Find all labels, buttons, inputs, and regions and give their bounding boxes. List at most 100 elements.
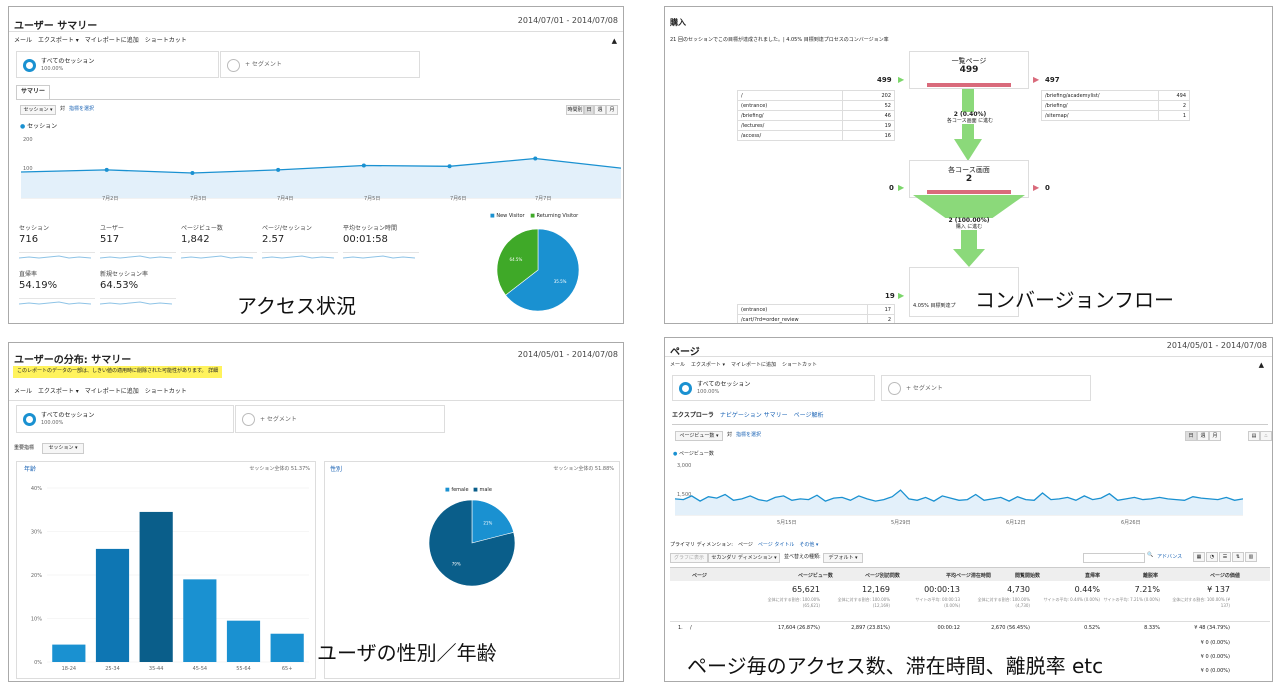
tab-page-analytics[interactable]: ページ解析 bbox=[793, 412, 824, 419]
data-view-icon[interactable]: ▦ bbox=[1193, 552, 1205, 562]
secondary-dimension-select[interactable]: セカンダリ ディメンション ▾ bbox=[708, 553, 780, 563]
bar-55-64[interactable] bbox=[226, 620, 261, 662]
col-page[interactable]: ページ bbox=[692, 573, 707, 579]
data-point[interactable] bbox=[533, 156, 538, 161]
funnel-step-list-page[interactable]: 一覧ページ 499 bbox=[909, 51, 1029, 89]
col-pageviews[interactable]: ページビュー数 bbox=[798, 573, 833, 579]
period-day[interactable]: 日 bbox=[584, 105, 594, 115]
pivot-view-icon[interactable]: ▥ bbox=[1245, 552, 1257, 562]
bar-25-34[interactable] bbox=[95, 548, 130, 662]
email-button[interactable]: メール bbox=[14, 388, 33, 395]
dimension-page[interactable]: ページ bbox=[737, 542, 753, 548]
metric-select[interactable]: セッション ▾ bbox=[20, 105, 56, 115]
data-point[interactable] bbox=[361, 163, 366, 168]
funnel-step-purchase[interactable]: 4.05% 目標到達プ bbox=[909, 267, 1019, 317]
age-title[interactable]: 年齢 bbox=[24, 466, 37, 473]
table-row[interactable]: /sitemap/1 bbox=[1041, 110, 1191, 121]
add-segment-button[interactable]: + セグメント bbox=[235, 405, 445, 433]
table-row[interactable]: /lectures/19 bbox=[737, 120, 896, 131]
add-to-dashboard-button[interactable]: マイレポートに追加 bbox=[84, 37, 139, 44]
table-row[interactable]: /202 bbox=[737, 90, 896, 101]
tab-summary[interactable]: サマリー bbox=[16, 85, 51, 99]
pie-slice-returning-visitor[interactable] bbox=[497, 229, 539, 296]
chart-type-icon[interactable]: ▤ bbox=[1248, 431, 1260, 441]
col-avg-time[interactable]: 平均ページ滞在時間 bbox=[946, 573, 991, 579]
period-week[interactable]: 週 bbox=[1197, 431, 1209, 441]
metric-2[interactable]: ページビュー数 1,842 bbox=[180, 223, 257, 259]
col-exit-rate[interactable]: 離脱率 bbox=[1143, 573, 1159, 579]
performance-view-icon[interactable]: ☰ bbox=[1219, 552, 1231, 562]
segment-all-sessions[interactable]: すべてのセッション 100.00% bbox=[16, 405, 234, 433]
email-button[interactable]: メール bbox=[670, 362, 686, 368]
segment-all-sessions[interactable]: すべてのセッション 100.00% bbox=[16, 51, 219, 78]
dimension-other[interactable]: その他 ▾ bbox=[799, 542, 819, 548]
metric-0[interactable]: セッション 716 bbox=[18, 223, 95, 259]
date-range[interactable]: 2014/05/01 - 2014/07/08 bbox=[1166, 341, 1267, 350]
pie-slice-new-visitor[interactable] bbox=[505, 229, 580, 312]
table-row[interactable]: (entrance) 52 bbox=[737, 100, 896, 111]
metric-4[interactable]: 平均セッション時間 00:01:58 bbox=[342, 223, 419, 259]
email-button[interactable]: メール bbox=[14, 37, 33, 44]
data-point[interactable] bbox=[447, 164, 452, 169]
col-unique-pageviews[interactable]: ページ別訪問数 bbox=[865, 573, 900, 579]
table-row[interactable]: /briefing/academylist/494 bbox=[1041, 90, 1191, 101]
table-search-input[interactable] bbox=[1083, 553, 1145, 563]
period-month[interactable]: 月 bbox=[606, 105, 618, 115]
export-button[interactable]: エクスポート ▾ bbox=[691, 362, 725, 368]
export-button[interactable]: エクスポート ▾ bbox=[38, 37, 79, 44]
bar-35-44[interactable] bbox=[139, 511, 173, 662]
shortcut-button[interactable]: ショートカット bbox=[144, 388, 187, 395]
table-row[interactable]: /cart/?rd=order_review 2 bbox=[736, 314, 895, 323]
add-to-dashboard-button[interactable]: マイレポートに追加 bbox=[84, 388, 139, 395]
period-month[interactable]: 月 bbox=[1209, 431, 1221, 441]
shortcut-button[interactable]: ショートカット bbox=[781, 362, 817, 368]
add-segment-button[interactable]: + セグメント bbox=[220, 51, 420, 78]
add-segment-button[interactable]: + セグメント bbox=[881, 375, 1091, 401]
bar-45-54[interactable] bbox=[183, 579, 217, 662]
percentage-view-icon[interactable]: ◔ bbox=[1206, 552, 1218, 562]
data-point[interactable] bbox=[190, 171, 195, 176]
period-week[interactable]: 週 bbox=[594, 105, 606, 115]
bar-18-24[interactable] bbox=[52, 644, 86, 662]
segment-all-sessions[interactable]: すべてのセッション 100.00% bbox=[672, 375, 875, 401]
table-row[interactable]: /briefing/2 bbox=[1041, 100, 1191, 111]
tab-explorer[interactable]: エクスプローラ bbox=[672, 412, 714, 419]
gender-title[interactable]: 性別 bbox=[330, 466, 343, 473]
motion-chart-icon[interactable]: ∴ bbox=[1260, 431, 1272, 441]
choose-metric-link[interactable]: 指標を選択 bbox=[736, 432, 762, 438]
dimension-page-title[interactable]: ページ タイトル bbox=[757, 542, 795, 548]
date-range[interactable]: 2014/07/01 - 2014/07/08 bbox=[517, 16, 618, 25]
col-bounce-rate[interactable]: 直帰率 bbox=[1085, 573, 1101, 579]
period-day[interactable]: 日 bbox=[1185, 431, 1197, 441]
col-page-value[interactable]: ページの価値 bbox=[1210, 573, 1240, 579]
search-icon[interactable]: 🔍 bbox=[1147, 552, 1154, 558]
tab-navigation-summary[interactable]: ナビゲーション サマリー bbox=[719, 412, 788, 419]
pie-slice-female[interactable] bbox=[471, 500, 515, 544]
table-row[interactable]: (entrance) 17 bbox=[736, 304, 895, 315]
metric-select[interactable]: ページビュー数 ▾ bbox=[675, 431, 723, 441]
comparison-view-icon[interactable]: ⇅ bbox=[1232, 552, 1244, 562]
export-button[interactable]: エクスポート ▾ bbox=[38, 388, 79, 395]
advanced-filter-link[interactable]: アドバンス bbox=[1157, 554, 1183, 560]
bar-65+[interactable] bbox=[270, 633, 304, 662]
col-entrances[interactable]: 閲覧開始数 bbox=[1015, 573, 1041, 579]
data-point[interactable] bbox=[276, 167, 281, 172]
metric-5[interactable]: 直帰率 54.19% bbox=[18, 269, 95, 305]
data-point[interactable] bbox=[104, 167, 109, 172]
shortcut-button[interactable]: ショートカット bbox=[144, 37, 187, 44]
table-row[interactable]: /access/16 bbox=[737, 130, 896, 141]
add-to-dashboard-button[interactable]: マイレポートに追加 bbox=[730, 362, 776, 368]
graduation-cap-icon[interactable]: ▲ bbox=[611, 37, 617, 45]
period-hour[interactable]: 時間別 bbox=[566, 105, 584, 115]
metric-3[interactable]: ページ/セッション 2.57 bbox=[261, 223, 338, 259]
notice-text[interactable]: このレポートのデータの一部は、しきい値の適用時に削除された可能性があります。 詳… bbox=[17, 368, 219, 374]
row-page-link[interactable]: / bbox=[690, 625, 692, 631]
choose-metric-link[interactable]: 指標を選択 bbox=[69, 106, 95, 112]
metric-1[interactable]: ユーザー 517 bbox=[99, 223, 176, 259]
pie-slice-male[interactable] bbox=[429, 500, 516, 587]
key-metric-select[interactable]: セッション ▾ bbox=[42, 443, 84, 454]
date-range[interactable]: 2014/05/01 - 2014/07/08 bbox=[517, 350, 618, 359]
metric-6[interactable]: 新規セッション率 64.53% bbox=[99, 269, 176, 305]
sort-type-select[interactable]: デフォルト ▾ bbox=[823, 553, 863, 563]
table-row[interactable]: /briefing/46 bbox=[737, 110, 896, 121]
